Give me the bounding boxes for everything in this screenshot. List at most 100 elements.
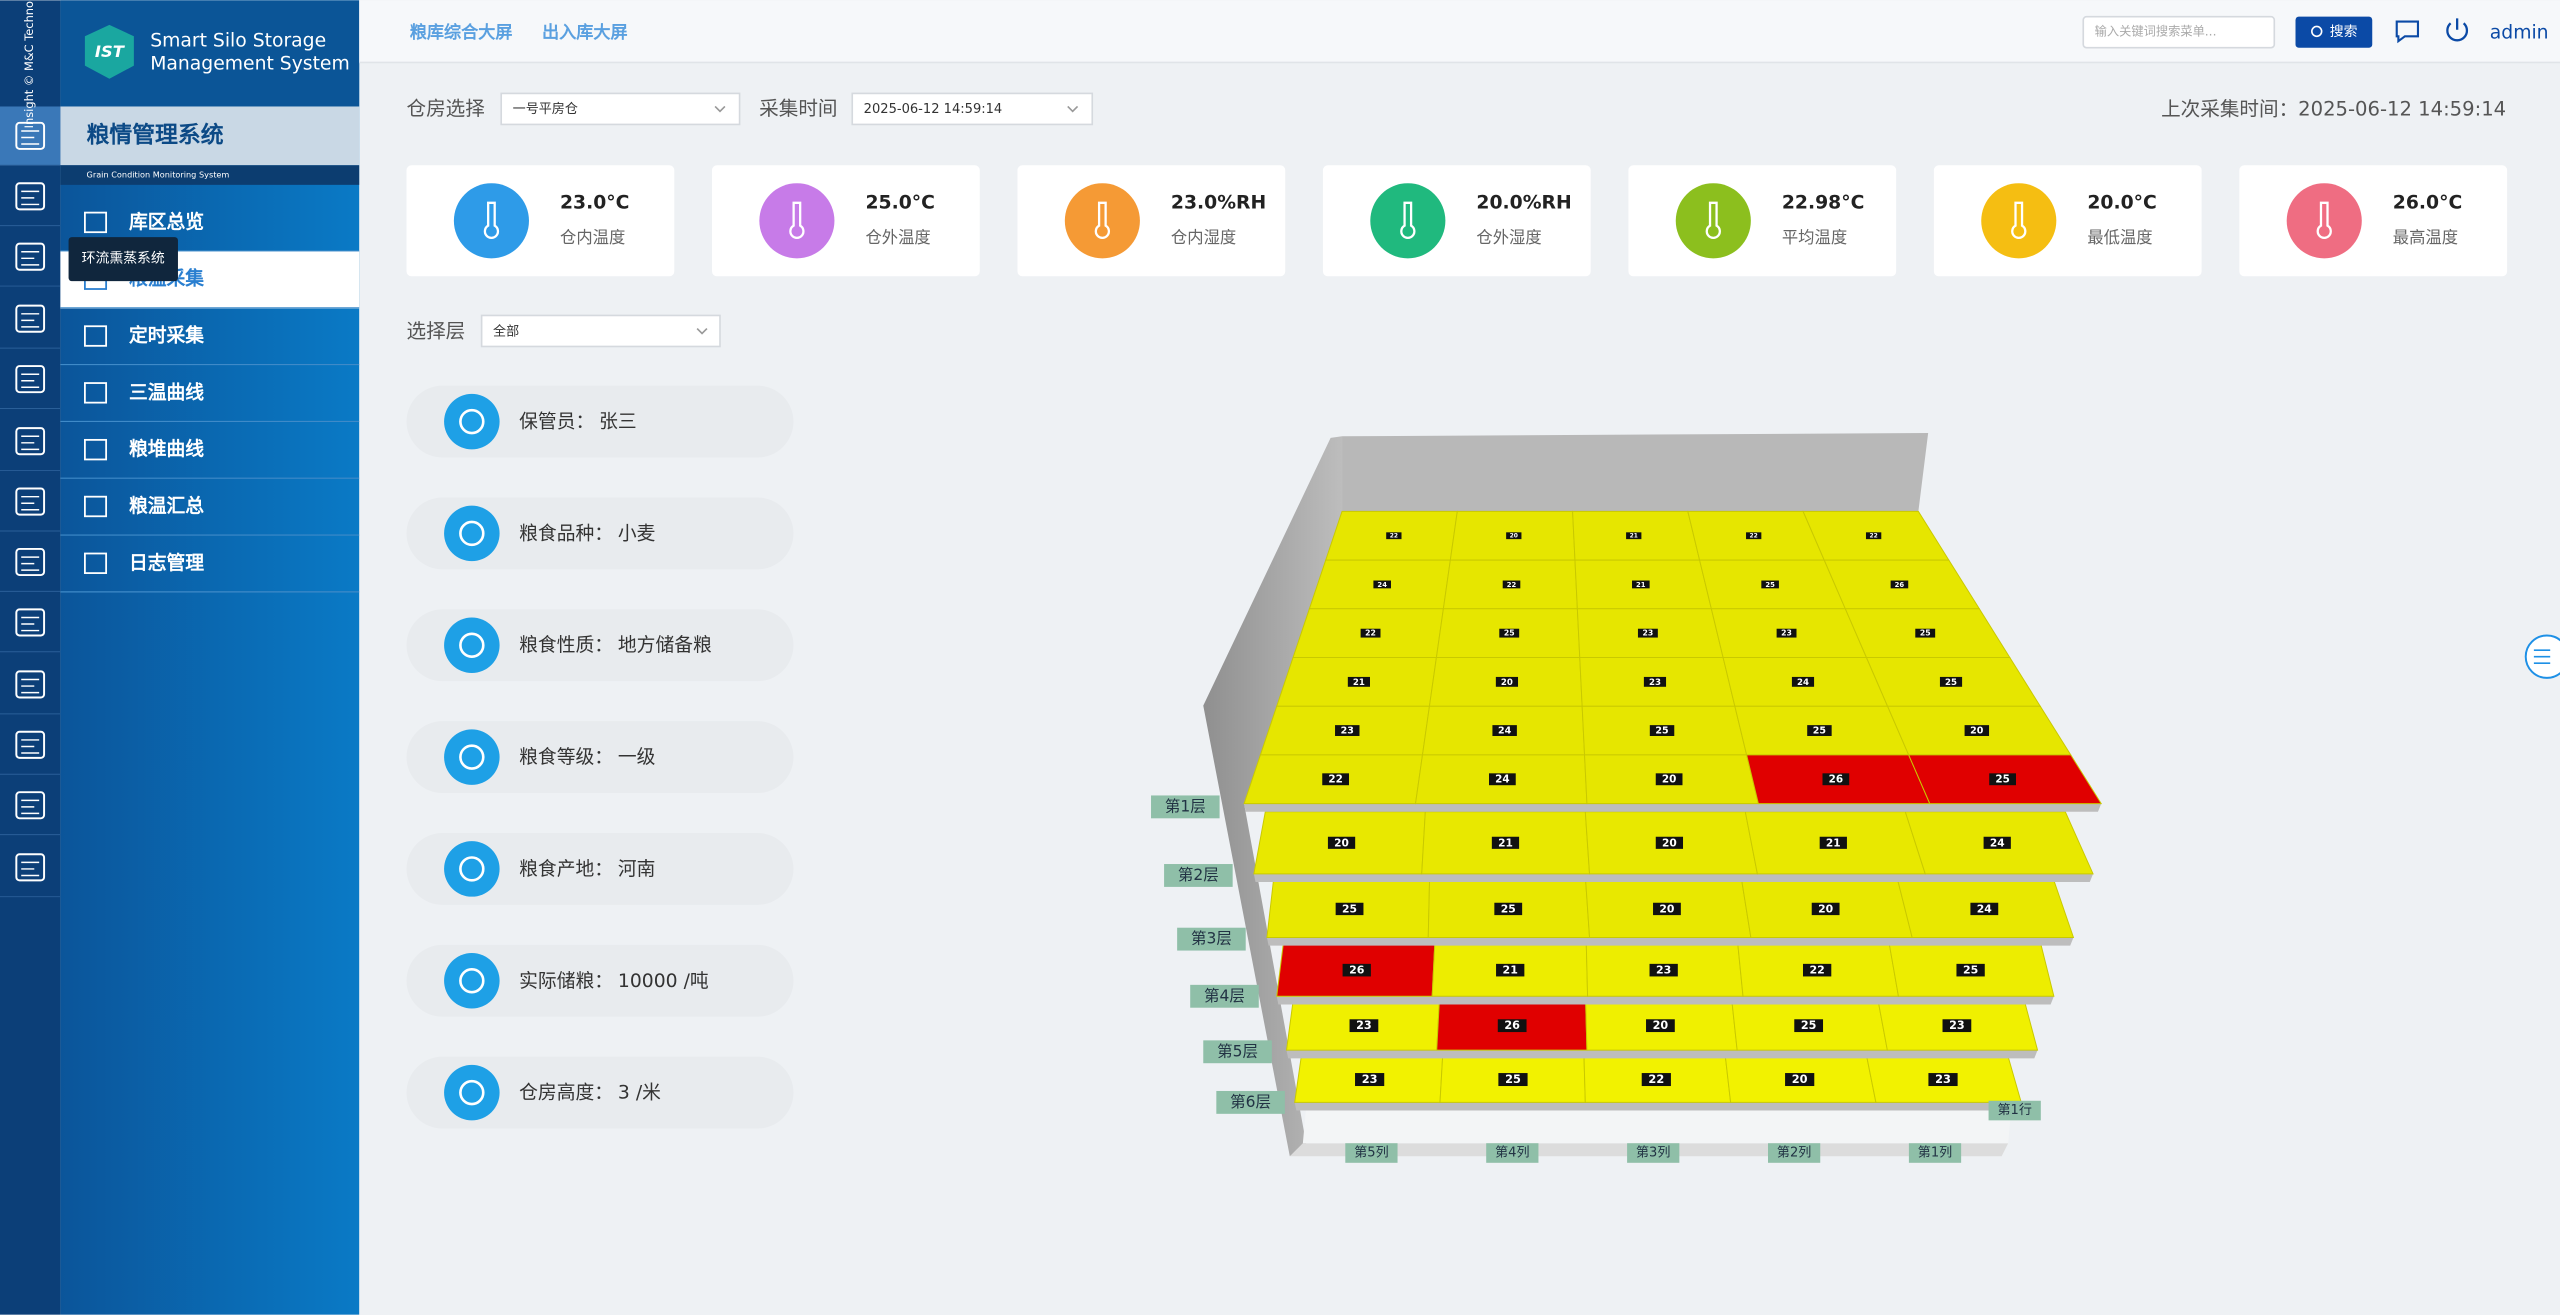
stat-value: 23.0°C: [560, 192, 629, 213]
layer-edge: [1294, 1102, 2022, 1111]
info-item: 粮食产地： 河南: [519, 857, 655, 879]
nav-icon[interactable]: [15, 487, 46, 516]
stat-label: 最低温度: [2087, 228, 2152, 247]
cell-label: 21: [1503, 964, 1518, 977]
info-icon-glyph: [459, 632, 485, 658]
info-label: 保管员：: [519, 410, 594, 432]
search-button[interactable]: [2295, 16, 2373, 48]
search-placeholder: 输入关键词搜索菜单...: [2095, 24, 2217, 39]
menu-item[interactable]: 粮堆曲线: [129, 437, 204, 460]
nav-icon[interactable]: [15, 365, 46, 394]
nav-icon-detail: [21, 616, 40, 632]
info-value: 3 /米: [618, 1081, 661, 1103]
nav-icon[interactable]: [15, 608, 46, 637]
warehouse-value: 一号平房仓: [513, 101, 578, 117]
cell-label-bg: [1964, 725, 1990, 736]
cell-label: 26: [1349, 964, 1365, 977]
search-input[interactable]: [2082, 15, 2276, 49]
stat-card: [712, 165, 980, 277]
column-tag: 第1列: [1918, 1145, 1952, 1161]
nav-icon[interactable]: [15, 791, 46, 820]
column-tag-bg: [1908, 1143, 1962, 1163]
search-button-label: 搜索: [2330, 23, 2358, 40]
power-icon[interactable]: [2446, 18, 2469, 42]
last-time: 上次采集时间：2025-06-12 14:59:14: [2161, 97, 2506, 120]
cell-label-bg: [1646, 1019, 1675, 1033]
sidebar: [60, 0, 360, 1315]
cell-label-bg: [1641, 1073, 1671, 1087]
nav-icon[interactable]: [15, 304, 46, 333]
cell-label-bg: [1497, 1019, 1527, 1033]
stat-label: 平均温度: [1782, 228, 1847, 247]
cell-label-bg: [1355, 1073, 1385, 1087]
menu-icon: [84, 438, 108, 461]
stat-icon-glyph: [1705, 201, 1721, 239]
stat-value: 25.0°C: [865, 192, 934, 213]
menu: 库区总览粮温采集定时采集三温曲线粮堆曲线粮温汇总日志管理环流熏蒸系统: [60, 210, 360, 593]
menu-icon: [84, 211, 108, 234]
time-select[interactable]: [851, 92, 1094, 126]
nav-icon[interactable]: [15, 182, 46, 211]
layer-tag: 第5层: [1217, 1042, 1258, 1060]
nav-icon[interactable]: [15, 853, 46, 882]
stat-icon-glyph: [789, 201, 805, 239]
grain-grid: 23 25 22 20 23 第6层 23 26 20 25 23 第5层 26 21 23 22 25 第4层 2…: [1151, 510, 2103, 1163]
cell-label-bg: [1360, 628, 1381, 638]
nav-icon[interactable]: [15, 547, 46, 577]
info-item: 保管员： 张三: [519, 410, 637, 432]
info-item: 仓房高度： 3 /米: [519, 1081, 661, 1103]
stat-value: 23.0%RH: [1171, 192, 1266, 213]
cell-label: 25: [1995, 774, 2009, 786]
cell-label: 20: [1501, 678, 1513, 688]
cell-label-bg: [1791, 676, 1815, 687]
menu-item[interactable]: 定时采集: [129, 324, 204, 347]
cell-label-bg: [1492, 725, 1517, 736]
time-label: 采集时间: [759, 97, 837, 120]
nav-icon[interactable]: [15, 670, 46, 699]
layer-tag: 第4层: [1204, 987, 1245, 1005]
nav-icon-detail: [21, 861, 40, 877]
layer-edge: [1276, 996, 2054, 1005]
layer-label: 选择层: [407, 319, 466, 342]
message-icon[interactable]: [2395, 20, 2420, 44]
menu-item[interactable]: 三温曲线: [129, 380, 204, 403]
stat-label: 仓内湿度: [1171, 228, 1236, 247]
cell-label-bg: [1915, 628, 1936, 638]
layer-select[interactable]: [480, 314, 721, 348]
info-icon-glyph: [459, 520, 485, 547]
menu-item[interactable]: 粮温汇总: [129, 494, 204, 517]
cell-label: 23: [1935, 1072, 1951, 1086]
info-icon-glyph: [459, 744, 485, 770]
stat-icon: [1981, 183, 2057, 259]
top-link[interactable]: 出入库大屏: [542, 22, 628, 43]
nav-icon[interactable]: [15, 427, 46, 456]
cell-label: 20: [1792, 1072, 1808, 1086]
cell-label-bg: [1498, 1073, 1528, 1087]
nav-icon[interactable]: [15, 242, 46, 271]
cell-label: 25: [1655, 726, 1668, 737]
info-pill: [406, 1056, 794, 1129]
cell-label-bg: [1502, 580, 1521, 589]
cell-label-bg: [1491, 836, 1520, 849]
cell-label: 23: [1649, 678, 1661, 688]
warehouse-select[interactable]: [500, 92, 741, 126]
cell-label-bg: [1347, 676, 1370, 687]
top-link[interactable]: 粮库综合大屏: [410, 22, 513, 43]
nav-icon[interactable]: [15, 730, 46, 759]
cell-label: 20: [1662, 774, 1676, 786]
cell-label: 25: [1505, 1072, 1521, 1086]
cell-label: 20: [1662, 837, 1677, 849]
info-label: 粮食性质：: [519, 634, 613, 656]
cell-label-bg: [1653, 902, 1681, 916]
menu-item[interactable]: 库区总览: [129, 210, 204, 233]
cell-label-bg: [1494, 902, 1523, 916]
user[interactable]: admin: [2490, 23, 2549, 44]
tooltip-bg: [68, 237, 178, 282]
cell-label: 25: [1501, 902, 1516, 915]
cell-label-bg: [1655, 836, 1684, 849]
nav-icon[interactable]: [15, 121, 46, 150]
menu-item[interactable]: 日志管理: [129, 551, 204, 574]
cell-label-bg: [1776, 628, 1797, 638]
cell-label: 23: [1949, 1019, 1965, 1032]
